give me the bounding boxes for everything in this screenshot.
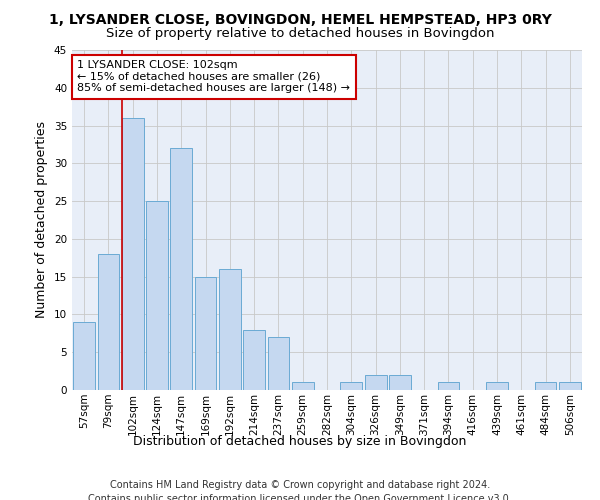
Bar xyxy=(268,337,289,390)
Bar xyxy=(292,382,314,390)
Bar xyxy=(146,201,168,390)
Bar xyxy=(194,276,217,390)
Bar xyxy=(365,375,386,390)
Bar xyxy=(243,330,265,390)
Bar xyxy=(437,382,460,390)
Bar xyxy=(535,382,556,390)
Bar xyxy=(559,382,581,390)
Bar xyxy=(486,382,508,390)
Text: Distribution of detached houses by size in Bovingdon: Distribution of detached houses by size … xyxy=(133,435,467,448)
Text: 1 LYSANDER CLOSE: 102sqm
← 15% of detached houses are smaller (26)
85% of semi-d: 1 LYSANDER CLOSE: 102sqm ← 15% of detach… xyxy=(77,60,350,94)
Bar xyxy=(389,375,411,390)
Bar xyxy=(122,118,143,390)
Text: Size of property relative to detached houses in Bovingdon: Size of property relative to detached ho… xyxy=(106,28,494,40)
Y-axis label: Number of detached properties: Number of detached properties xyxy=(35,122,49,318)
Bar xyxy=(97,254,119,390)
Text: 1, LYSANDER CLOSE, BOVINGDON, HEMEL HEMPSTEAD, HP3 0RY: 1, LYSANDER CLOSE, BOVINGDON, HEMEL HEMP… xyxy=(49,12,551,26)
Bar xyxy=(340,382,362,390)
Bar xyxy=(73,322,95,390)
Text: Contains HM Land Registry data © Crown copyright and database right 2024.
Contai: Contains HM Land Registry data © Crown c… xyxy=(88,480,512,500)
Bar xyxy=(170,148,192,390)
Bar xyxy=(219,269,241,390)
